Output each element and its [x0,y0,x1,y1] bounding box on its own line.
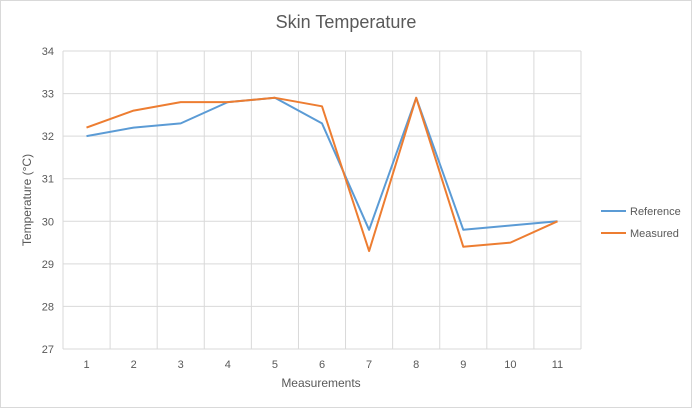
y-tick-label: 34 [42,46,54,58]
x-axis-label: Measurements [281,376,360,390]
x-tick-label: 5 [272,359,278,371]
y-axis-label: Temperature (°C) [20,154,34,246]
series-line-reference [86,96,558,231]
chart-series [86,96,558,253]
chart-grid [62,50,582,350]
x-tick-label: 10 [504,359,516,371]
x-tick-label: 11 [552,359,563,371]
y-tick-label: 28 [42,301,54,313]
x-tick-label: 8 [413,359,419,371]
x-axis-ticks: 1 2 3 4 5 6 7 8 9 10 11 [83,359,563,371]
y-tick-label: 30 [42,216,54,228]
y-tick-label: 29 [42,259,54,271]
x-tick-label: 7 [366,359,372,371]
chart-legend: Reference Measured [601,206,681,240]
y-axis-ticks: 27 28 29 30 31 32 33 34 [42,46,54,356]
x-tick-label: 9 [460,359,466,371]
x-tick-label: 6 [319,359,325,371]
y-tick-label: 32 [42,131,54,143]
x-tick-label: 1 [83,359,89,371]
legend-label-measured: Measured [630,228,679,240]
y-tick-label: 33 [42,89,54,101]
x-tick-label: 3 [178,359,184,371]
series-line-measured [86,96,558,253]
y-tick-label: 31 [42,174,54,186]
chart-title: Skin Temperature [276,12,417,32]
legend-label-reference: Reference [630,206,681,218]
x-tick-label: 4 [225,359,231,371]
y-tick-label: 27 [42,344,54,356]
x-tick-label: 2 [131,359,137,371]
